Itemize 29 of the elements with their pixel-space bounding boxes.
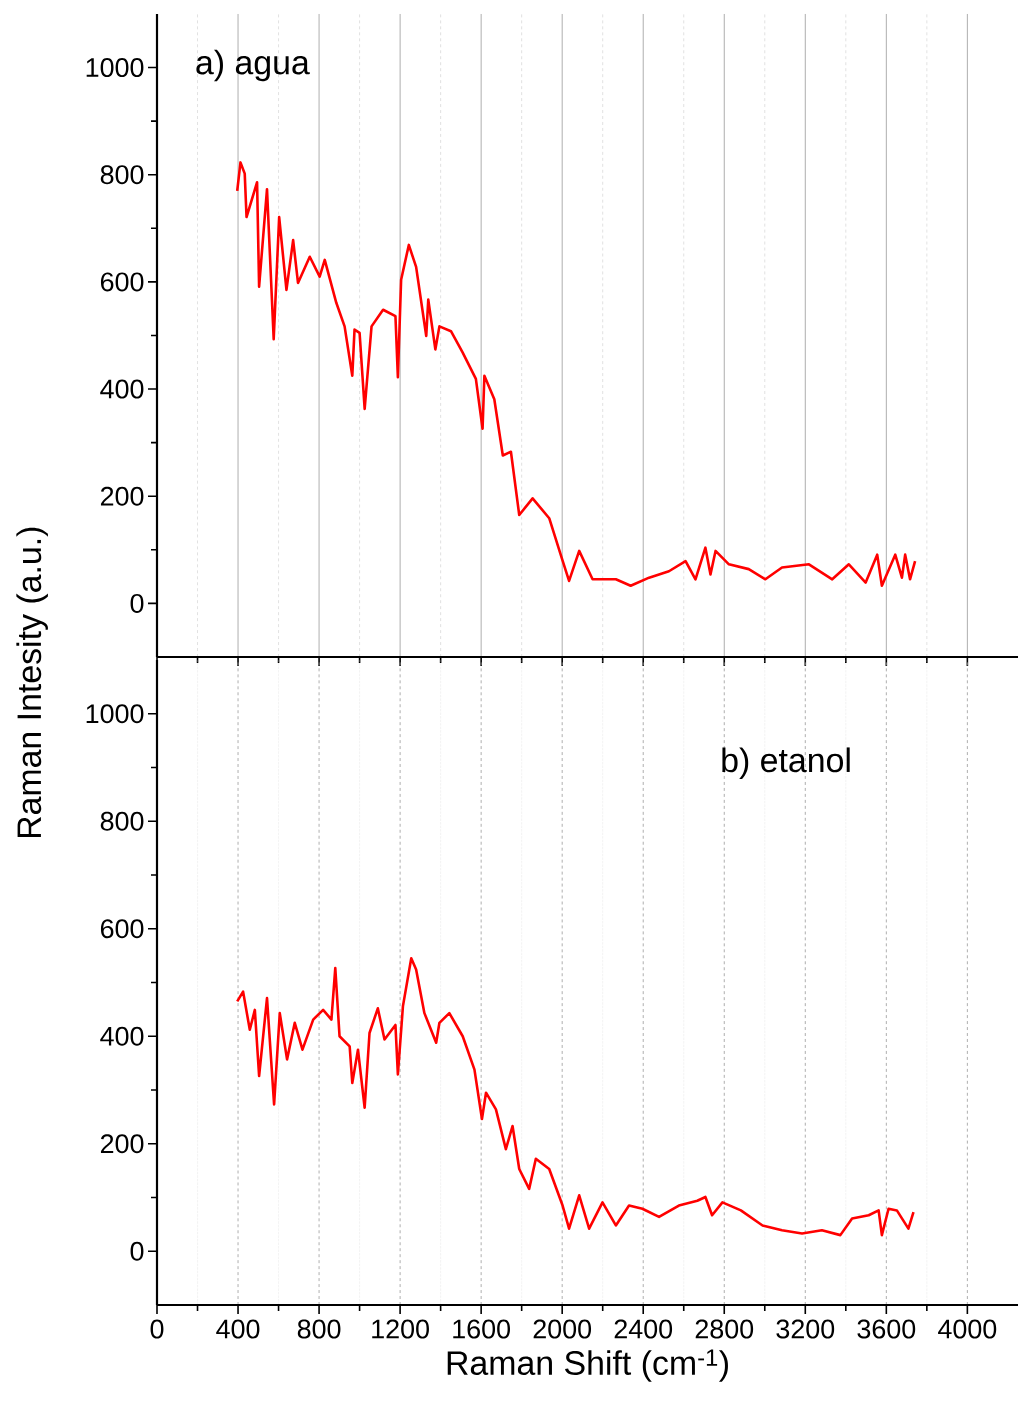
y-tick-label: 600 [100,919,144,939]
x-tick-label: 4000 [938,1319,997,1339]
x-tick-label: 2400 [614,1319,673,1339]
x-axis-title: Raman Shift (cm$^{-1}$) [447,1349,728,1382]
x-tick-label: 0 [150,1319,164,1339]
y-tick-label: 1000 [86,704,144,724]
x-tick-label: 1200 [372,1319,429,1339]
y-axis-title: Raman Intesity (a.u.) [16,527,48,838]
y-tick-label: 800 [100,165,144,185]
y-tick-label: 400 [100,1026,144,1046]
line-series [235,957,915,1237]
y-tick-label: 200 [100,1134,144,1154]
y-tick-label: 800 [100,811,144,831]
x-tick-label: 1600 [453,1319,510,1339]
y-tick-label: 1000 [86,58,144,78]
annotation: b) etanol [722,747,850,779]
annotation: a) agua [196,49,310,82]
x-tick-label: 2800 [695,1319,754,1339]
x-tick-label: 400 [216,1319,260,1339]
y-tick-label: 400 [100,379,144,399]
x-tick-label: 3200 [776,1319,835,1339]
y-tick-label: 200 [100,486,144,506]
x-tick-label: 800 [297,1319,341,1339]
y-tick-label: 0 [130,593,144,613]
x-tick-label: 3600 [857,1319,916,1339]
x-tick-label: 2000 [533,1319,592,1339]
y-tick-label: 600 [100,272,144,292]
y-tick-label: 0 [130,1241,144,1261]
line-series [235,161,917,588]
